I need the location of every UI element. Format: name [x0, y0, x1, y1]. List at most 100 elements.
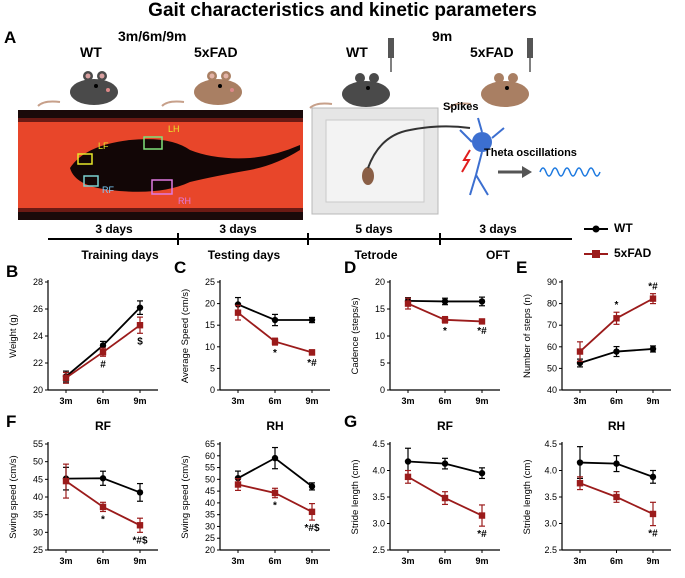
- mouse-wt-icon-2: [309, 38, 394, 109]
- c7-title: RH: [608, 419, 625, 433]
- c7-ytick-label-3: 4.0: [544, 466, 557, 476]
- c0-ytick-label-3: 26: [33, 304, 43, 314]
- c0-annotation-0: #: [100, 359, 106, 370]
- c5-annotation-0: *: [273, 501, 277, 512]
- c3-annotation-0: *: [615, 300, 619, 311]
- c6-xtick-label-1: 6m: [438, 556, 451, 566]
- c6-point-0-0: [404, 458, 412, 465]
- c1-ytick-label-4: 20: [205, 299, 215, 309]
- c5-ytick-label-9: 65: [205, 439, 215, 449]
- mouse-label-fad-1: 5xFAD: [194, 44, 238, 60]
- chart-weight: 20 22 24 26 28 3m 6m 9m Weight (g) # $: [8, 277, 158, 406]
- days-oft: 3 days: [479, 222, 517, 236]
- c7-y-label: Stride length (cm): [522, 460, 533, 535]
- c0-xtick-label-2: 9m: [133, 396, 146, 406]
- chart-stride-length-rh: RH 2.5 3.0 3.5 4.0 4.5 3m 6m 9m Stride length (cm…: [522, 419, 671, 566]
- c6-xtick-label-0: 3m: [401, 556, 414, 566]
- c5-ytick-label-8: 60: [205, 451, 215, 461]
- c7-ytick-label-2: 3.5: [544, 492, 557, 502]
- panel-label-e: E: [516, 258, 528, 277]
- c1-xtick-label-1: 6m: [268, 396, 281, 406]
- c2-annotation-1: *#: [477, 326, 487, 337]
- chart-stride-length-rf: RF 2.5 3.0 3.5 4.0 4.5 3m 6m 9m Stride length (cm…: [350, 419, 500, 566]
- c3-y-label: Number of steps (n): [522, 294, 533, 378]
- legend: WT 5xFAD: [582, 220, 682, 266]
- c7-ytick-label-1: 3.0: [544, 519, 557, 529]
- legend-wt-label: WT: [614, 221, 633, 235]
- c4-ytick-label-4: 45: [33, 474, 43, 484]
- c5-ytick-label-6: 50: [205, 474, 215, 484]
- c6-annotation-0: *#: [477, 529, 487, 540]
- c4-point-1-2: [136, 522, 144, 529]
- chart-number-of-steps: 40 50 60 70 80 90 3m 6m 9m Number of steps (n) * *#: [522, 277, 671, 406]
- c5-ytick-label-0: 20: [205, 545, 215, 555]
- c4-ytick-label-5: 50: [33, 457, 43, 467]
- c3-ytick-label-0: 40: [547, 385, 557, 395]
- neuron-icon: [459, 117, 505, 196]
- legend-wt-marker: [592, 225, 600, 233]
- paw-label-lf: LF: [98, 141, 109, 151]
- c4-xtick-label-0: 3m: [59, 556, 72, 566]
- c6-xtick-label-2: 9m: [475, 556, 488, 566]
- c2-point-0-2: [478, 298, 486, 305]
- c5-ytick-label-5: 45: [205, 486, 215, 496]
- age-header-left: 3m/6m/9m: [118, 28, 187, 44]
- mouse-wt-icon-1: [37, 71, 118, 107]
- c7-ytick-label-0: 2.5: [544, 545, 557, 555]
- c3-ytick-label-1: 50: [547, 363, 557, 373]
- mouse-label-fad-2: 5xFAD: [470, 44, 514, 60]
- c4-point-0-1: [99, 475, 107, 482]
- c2-ytick-label-3: 15: [375, 304, 385, 314]
- c1-point-1-1: [271, 338, 279, 345]
- c6-ytick-label-4: 4.5: [372, 439, 385, 449]
- c7-point-1-1: [613, 493, 620, 501]
- mouse-label-wt-1: WT: [80, 44, 102, 60]
- c7-ytick-label-4: 4.5: [544, 439, 557, 449]
- c4-annotation-1: *#$: [132, 535, 147, 546]
- figure-title: Gait characteristics and kinetic paramet…: [148, 0, 537, 21]
- chart-average-speed: 0 5 10 15 20 25 3m 6m 9m Average Speed (cm/s) * *#: [180, 277, 330, 406]
- c1-ytick-label-1: 5: [210, 363, 215, 373]
- c4-ytick-label-1: 30: [33, 527, 43, 537]
- c5-ytick-label-2: 30: [205, 521, 215, 531]
- c5-point-1-0: [234, 481, 242, 488]
- c4-y-label: Swing speed (cm/s): [8, 455, 19, 538]
- c0-point-0-1: [99, 342, 107, 349]
- c4-point-1-1: [99, 503, 107, 511]
- c1-point-0-0: [234, 301, 242, 308]
- c2-point-1-0: [404, 300, 412, 307]
- c7-point-1-2: [649, 510, 657, 518]
- c6-point-1-1: [441, 494, 449, 502]
- c1-ytick-label-3: 15: [205, 320, 215, 330]
- c3-ytick-label-5: 90: [547, 277, 557, 287]
- mouse-label-wt-2: WT: [346, 44, 368, 60]
- panel-label-c: C: [174, 258, 187, 277]
- c1-point-1-2: [308, 349, 316, 356]
- c0-y-label: Weight (g): [8, 314, 19, 358]
- c0-ytick-label-0: 20: [33, 385, 43, 395]
- timeline-training: Training days: [81, 248, 159, 262]
- c6-point-0-1: [441, 460, 449, 467]
- c2-ytick-label-4: 20: [375, 277, 385, 287]
- c2-y-label: Cadence (steps/s): [350, 297, 361, 374]
- c1-annotation-1: *#: [307, 358, 317, 369]
- c6-point-1-2: [478, 512, 486, 519]
- c0-xtick-label-1: 6m: [96, 396, 109, 406]
- c7-xtick-label-1: 6m: [610, 556, 623, 566]
- paw-label-rf: RF: [102, 185, 114, 195]
- c0-xtick-label-0: 3m: [59, 396, 72, 406]
- c4-point-0-2: [136, 489, 144, 496]
- c4-ytick-label-6: 55: [33, 439, 43, 449]
- paw-label-rh: RH: [178, 196, 191, 206]
- c1-ytick-label-5: 25: [205, 277, 215, 287]
- c3-ytick-label-4: 80: [547, 299, 557, 309]
- panel-label-g: G: [344, 412, 358, 431]
- c4-xtick-label-2: 9m: [133, 556, 146, 566]
- c5-point-0-2: [308, 483, 316, 490]
- timeline-tetrode: Tetrode: [354, 248, 398, 262]
- c5-point-1-1: [271, 489, 279, 497]
- c5-xtick-label-2: 9m: [305, 556, 318, 566]
- c1-xtick-label-0: 3m: [231, 396, 244, 406]
- c5-ytick-label-3: 35: [205, 510, 215, 520]
